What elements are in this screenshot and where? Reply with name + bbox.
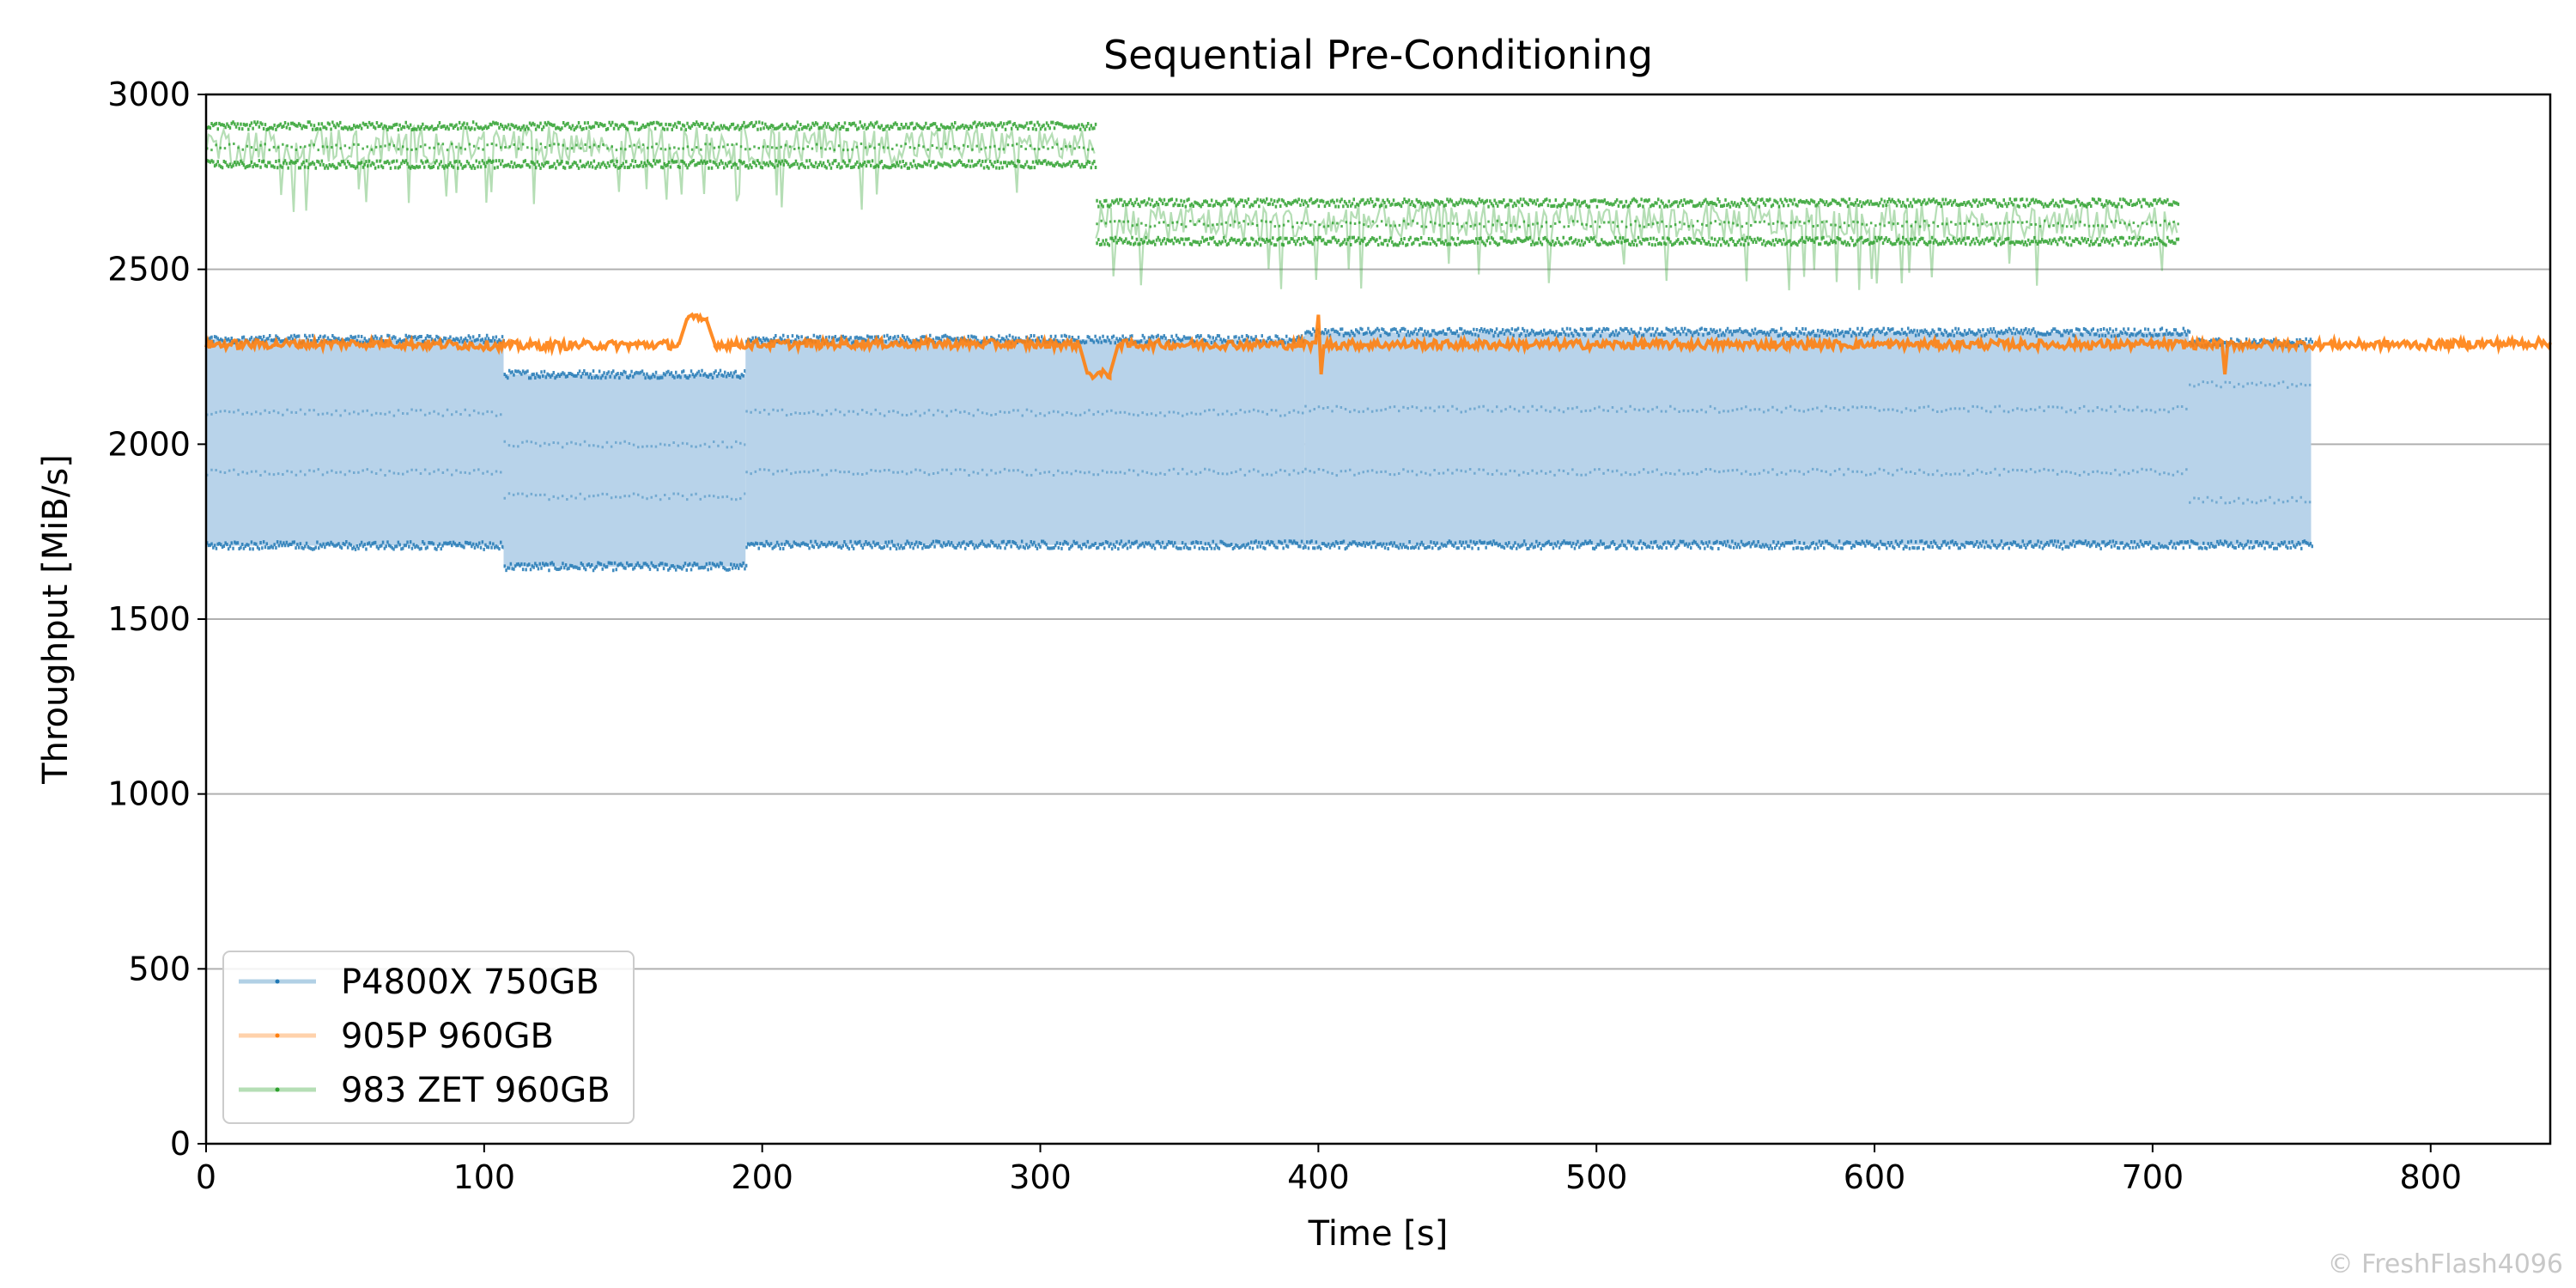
x-tick-label: 600 bbox=[1844, 1158, 1906, 1196]
series-band bbox=[2189, 343, 2312, 545]
legend-label: 905P 960GB bbox=[341, 1017, 554, 1056]
x-tick-label: 0 bbox=[196, 1158, 216, 1196]
legend-item: 905P 960GB bbox=[239, 1017, 554, 1056]
series-level-dots bbox=[1304, 404, 2188, 414]
series-level-dots bbox=[1096, 197, 2180, 209]
series-level-dots bbox=[503, 561, 748, 573]
series-level-dots bbox=[745, 539, 1306, 551]
series-level-dots bbox=[503, 368, 748, 380]
series-band bbox=[206, 339, 504, 546]
legend-item: 983 ZET 960GB bbox=[239, 1071, 611, 1110]
legend-marker bbox=[275, 1033, 280, 1038]
y-tick-label: 1500 bbox=[107, 600, 191, 638]
ticks-layer: 0 500 1000 1500 2000 2500 3000 0 100 200 300 400 500… bbox=[107, 76, 2462, 1196]
series-level-dots bbox=[1304, 326, 2191, 338]
x-tick-label: 400 bbox=[1287, 1158, 1350, 1196]
y-tick-label: 0 bbox=[170, 1125, 191, 1163]
series-level-dots bbox=[1304, 539, 2191, 551]
watermark: © FreshFlash4096 bbox=[2328, 1249, 2563, 1279]
x-axis-title: Time [s] bbox=[1308, 1214, 1449, 1254]
y-tick-label: 3000 bbox=[107, 76, 191, 113]
series-line bbox=[204, 312, 2552, 381]
x-tick-label: 200 bbox=[731, 1158, 793, 1196]
series-level-dots bbox=[206, 143, 1094, 152]
series-layer bbox=[204, 120, 2552, 573]
series-band bbox=[1304, 331, 2190, 545]
x-tick-label: 100 bbox=[453, 1158, 516, 1196]
legend-item: P4800X 750GB bbox=[239, 963, 599, 1002]
series-level-dots bbox=[745, 467, 1304, 477]
series-level-dots bbox=[2189, 539, 2313, 550]
x-tick-label: 700 bbox=[2122, 1158, 2184, 1196]
x-tick-label: 500 bbox=[1565, 1158, 1628, 1196]
legend-label: 983 ZET 960GB bbox=[341, 1071, 611, 1110]
y-tick-label: 2500 bbox=[107, 251, 191, 289]
series-level-dots bbox=[1304, 467, 2188, 477]
legend-label: P4800X 750GB bbox=[341, 963, 599, 1002]
x-tick-label: 300 bbox=[1009, 1158, 1072, 1196]
legend-marker bbox=[275, 1087, 280, 1092]
series-level-dots bbox=[745, 408, 1304, 417]
series-level-dots bbox=[503, 440, 746, 449]
legend-frame bbox=[222, 951, 635, 1124]
y-tick-label: 500 bbox=[128, 950, 191, 987]
series-level-dots bbox=[1096, 219, 2179, 228]
x-tick-label: 800 bbox=[2399, 1158, 2462, 1196]
legend: P4800X 750GB 905P 960GB 983 ZET 960GB bbox=[222, 951, 635, 1124]
series-level-dots bbox=[2189, 495, 2312, 505]
series-983-zet-960gb bbox=[204, 120, 2180, 291]
chart-title: Sequential Pre-Conditioning bbox=[1103, 32, 1653, 78]
series-band bbox=[503, 374, 746, 567]
series-905p-960gb bbox=[204, 312, 2552, 381]
series-level-dots bbox=[206, 159, 1097, 170]
legend-marker bbox=[275, 979, 280, 984]
series-level-dots bbox=[2189, 380, 2312, 389]
series-noise-line bbox=[204, 124, 1096, 212]
series-level-dots bbox=[1096, 235, 2180, 247]
series-p4800x-750gb bbox=[206, 326, 2313, 573]
series-noise-line bbox=[1095, 201, 2178, 291]
series-level-dots bbox=[503, 492, 746, 501]
y-axis-title: Throughput [MiB/s] bbox=[36, 454, 76, 785]
series-band bbox=[745, 339, 1305, 545]
y-tick-label: 2000 bbox=[107, 425, 191, 463]
series-level-dots bbox=[206, 120, 1097, 132]
y-tick-label: 1000 bbox=[107, 775, 191, 813]
